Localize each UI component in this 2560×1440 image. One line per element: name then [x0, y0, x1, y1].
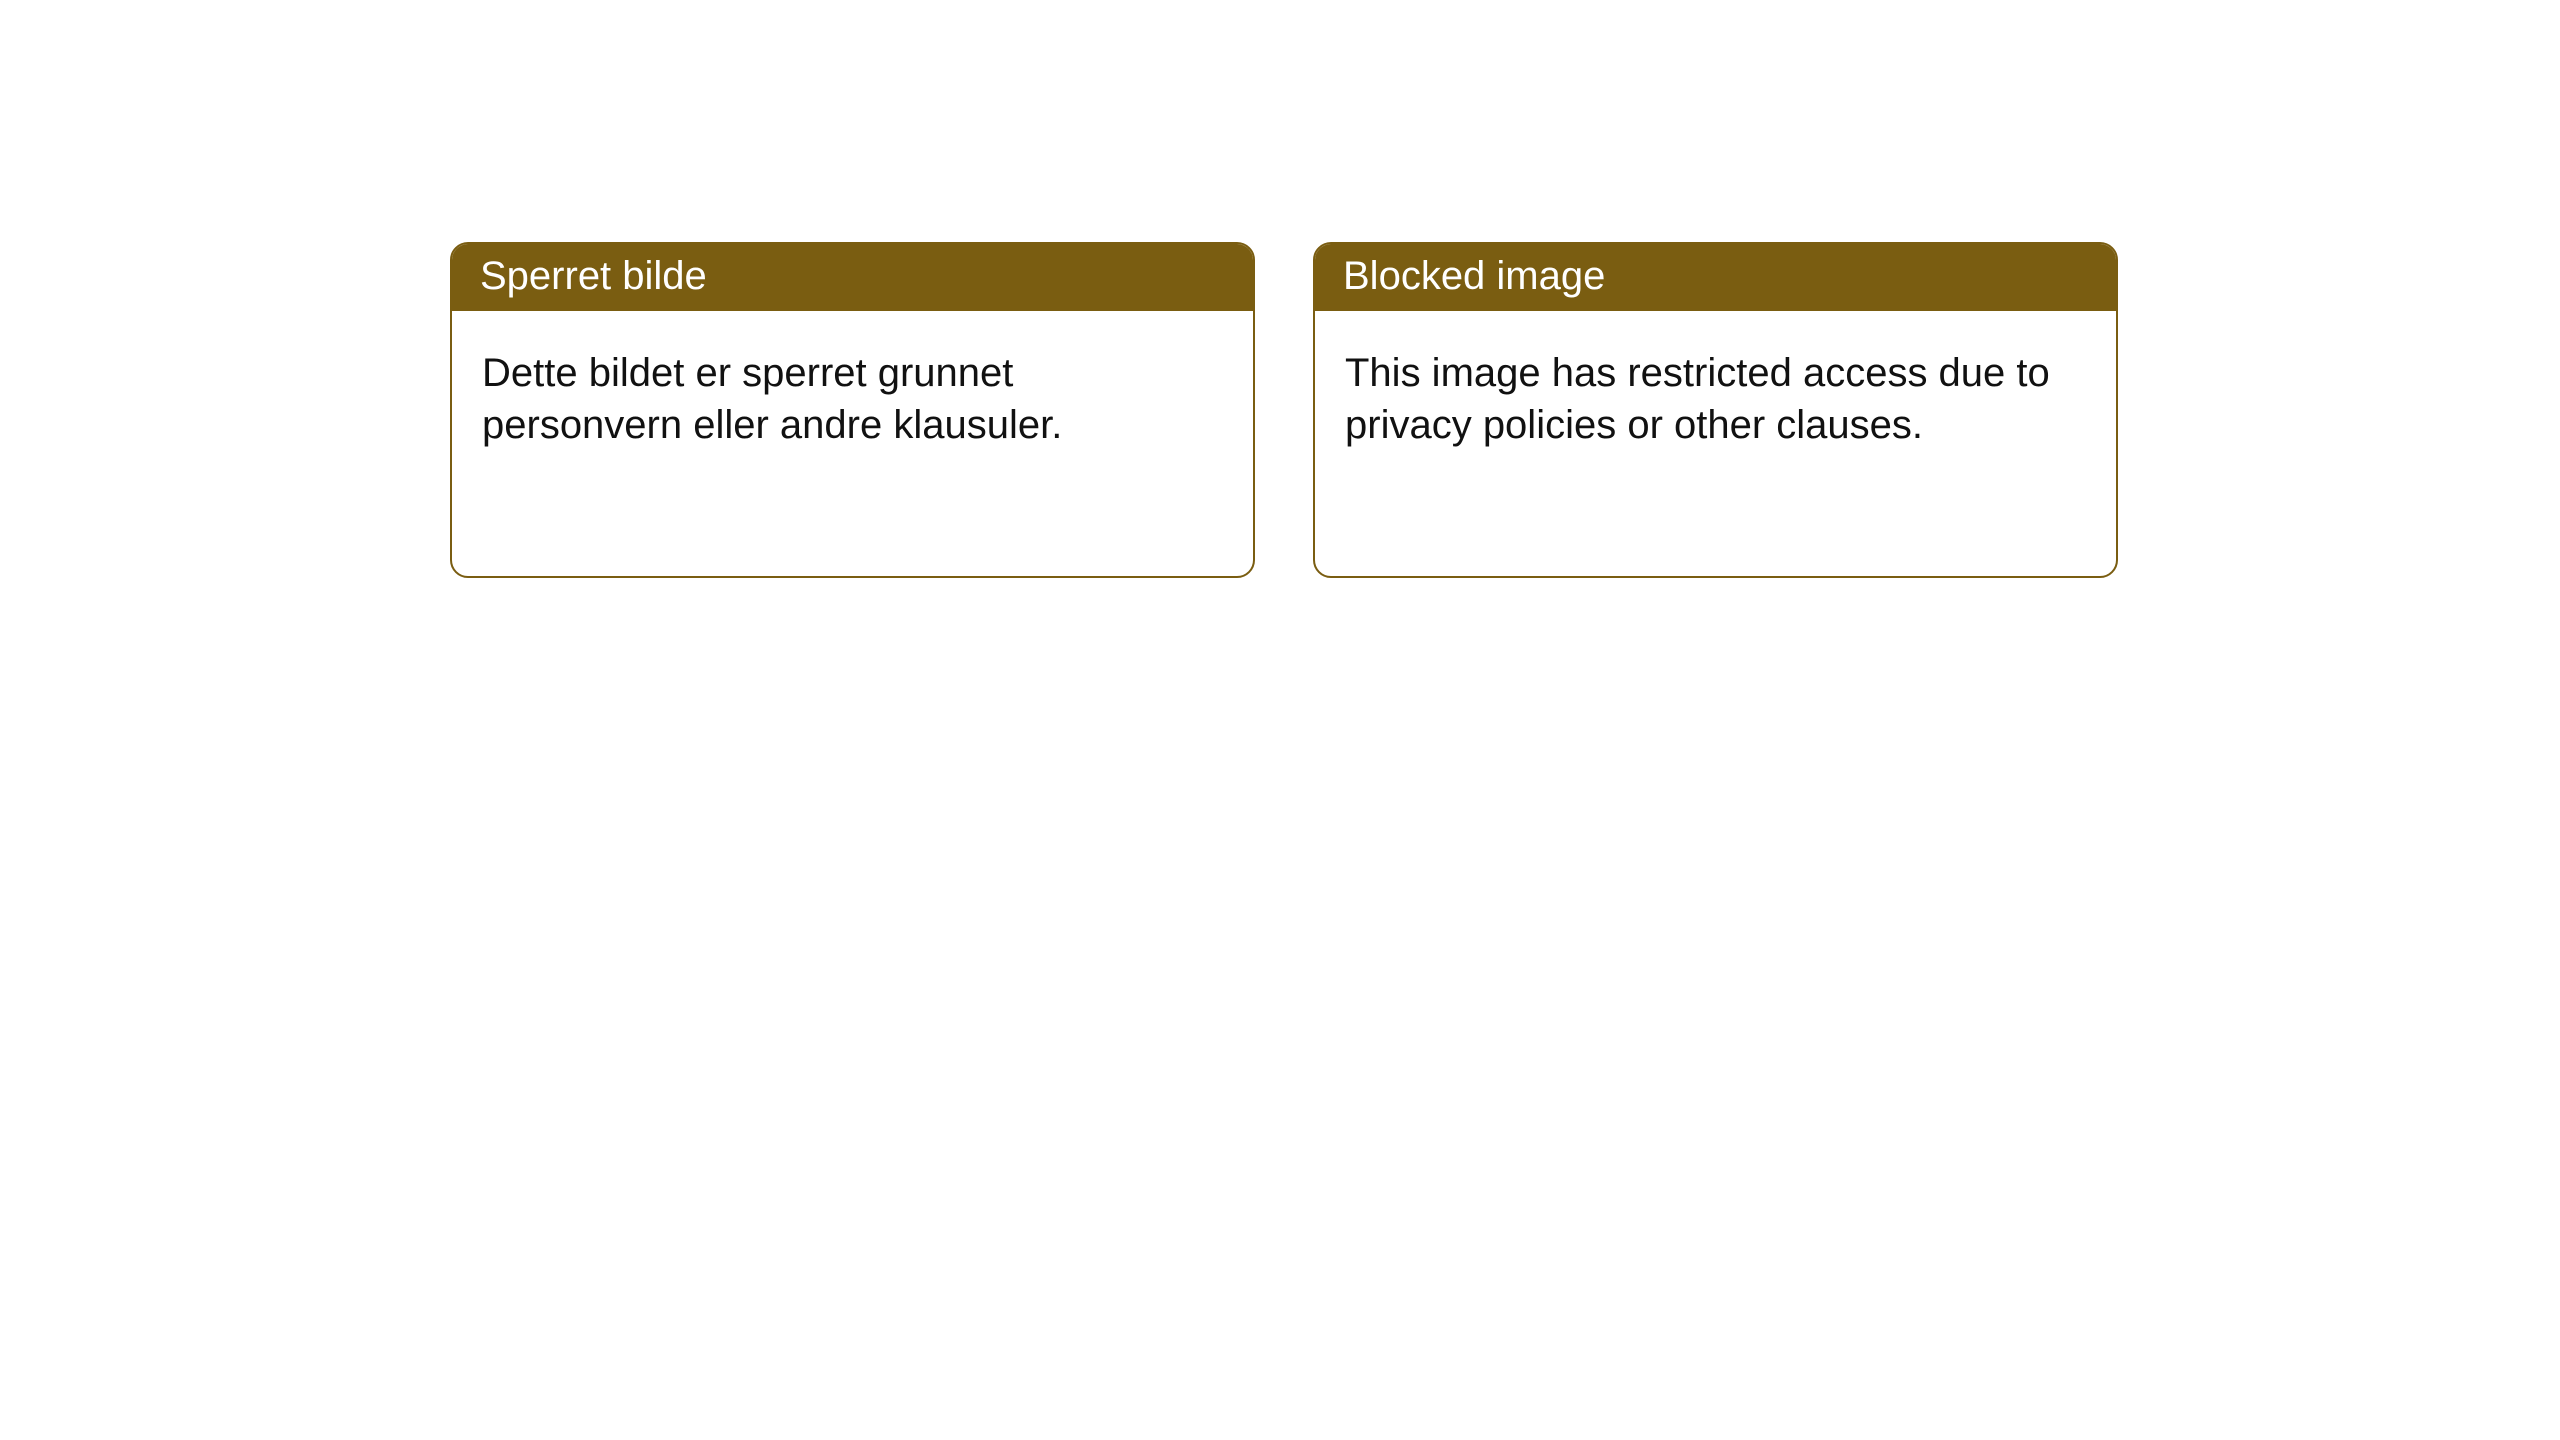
- card-title: Sperret bilde: [452, 244, 1253, 311]
- blocked-image-card-en: Blocked image This image has restricted …: [1313, 242, 2118, 578]
- card-body: This image has restricted access due to …: [1315, 311, 2116, 487]
- card-body: Dette bildet er sperret grunnet personve…: [452, 311, 1253, 487]
- notice-container: Sperret bilde Dette bildet er sperret gr…: [0, 0, 2560, 578]
- card-title: Blocked image: [1315, 244, 2116, 311]
- blocked-image-card-no: Sperret bilde Dette bildet er sperret gr…: [450, 242, 1255, 578]
